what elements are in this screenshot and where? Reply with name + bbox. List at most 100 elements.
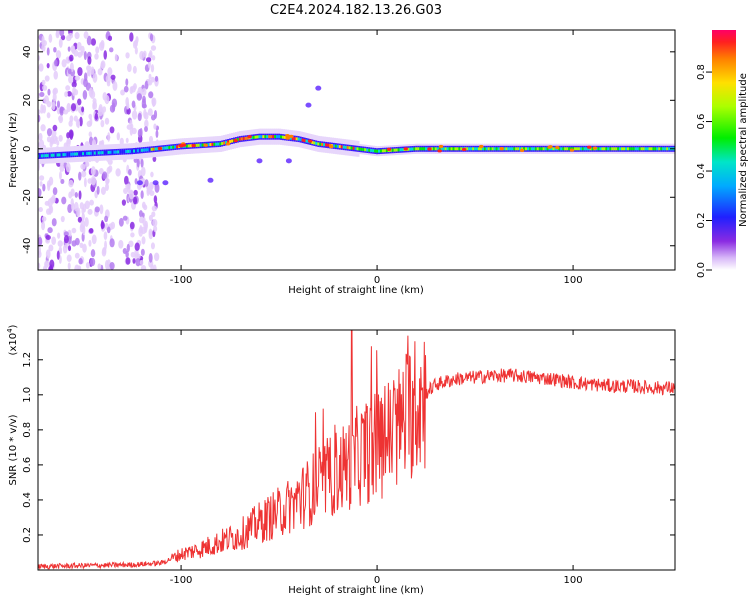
trace-core	[354, 147, 358, 151]
noise-dot	[95, 46, 100, 54]
trace-core	[491, 147, 495, 151]
noise-dot	[58, 38, 63, 48]
trace-core	[466, 147, 470, 151]
trace-core	[70, 152, 74, 156]
noise-dot	[154, 183, 160, 193]
trace-core	[495, 147, 499, 151]
trace-core	[109, 150, 113, 154]
trace-core	[372, 149, 376, 153]
trace-core	[238, 137, 242, 141]
noise-dot	[38, 109, 41, 115]
trace-core	[46, 154, 50, 158]
noise-dot	[38, 114, 41, 123]
noise-dot	[66, 254, 72, 263]
noise-dot	[74, 264, 80, 270]
noise-dot	[144, 111, 149, 120]
trace-core	[115, 150, 119, 154]
trace-core	[103, 151, 107, 155]
noise-dot	[74, 252, 80, 259]
noise-dot	[144, 179, 149, 187]
y-tick-label: 0.4	[22, 492, 33, 508]
noise-dot	[134, 242, 140, 251]
noise-dot	[67, 68, 72, 75]
noise-dot	[67, 46, 71, 52]
noise-dot	[150, 64, 155, 73]
trace-core	[133, 149, 137, 153]
noise-dot	[119, 137, 124, 146]
y-tick-label: 0	[22, 146, 33, 152]
trace-core	[276, 135, 280, 139]
trace-core	[485, 147, 489, 151]
noise-dot	[102, 171, 108, 180]
noise-dot	[143, 204, 148, 211]
heatmap-y-ticks: -40 -20 0 20 40	[22, 45, 675, 254]
trace-core	[358, 147, 362, 151]
trace-core	[99, 151, 103, 155]
trace-core	[658, 147, 662, 151]
heatmap-frame	[37, 29, 676, 271]
trace-hotspot	[437, 149, 442, 153]
trace-core	[474, 147, 478, 151]
trace-core	[76, 152, 80, 156]
trace-core	[519, 147, 523, 151]
noise-dot	[150, 263, 155, 270]
trace-core	[40, 154, 44, 158]
noise-dot	[38, 236, 43, 246]
trace-core	[135, 149, 138, 153]
trace-core	[370, 148, 374, 152]
noise-dot	[132, 258, 136, 264]
noise-dot	[123, 85, 129, 93]
noise-dot	[38, 245, 41, 256]
trace-core	[421, 147, 425, 151]
noise-dot	[68, 120, 73, 127]
trace-core	[323, 143, 327, 147]
trace-core	[319, 142, 323, 146]
noise-dot	[100, 219, 104, 230]
noise-dot	[97, 263, 102, 270]
noise-dot	[71, 48, 76, 55]
noise-dot	[83, 31, 89, 39]
noise-dot	[83, 78, 88, 88]
noise-dot	[103, 50, 108, 60]
trace-core	[142, 148, 146, 152]
noise-dot	[132, 196, 138, 205]
trace-core	[423, 147, 427, 151]
trace-core	[383, 149, 387, 153]
trace-core	[434, 147, 438, 151]
trace-core	[454, 147, 458, 151]
noise-dot	[140, 166, 146, 177]
noise-dot	[53, 59, 58, 67]
trace-core	[84, 152, 88, 156]
trace-core	[617, 147, 621, 151]
noise-dot	[85, 161, 90, 168]
trace-hotspot	[438, 144, 444, 149]
trace-core	[642, 147, 646, 151]
noise-dot	[125, 52, 130, 59]
noise-dot	[106, 265, 111, 270]
trace-core	[42, 154, 46, 158]
noise-dot	[74, 32, 80, 40]
trace-hotspot	[157, 146, 163, 151]
noise-dot	[53, 46, 57, 53]
noise-dot	[42, 183, 46, 192]
x-tick-label: 100	[564, 575, 583, 586]
noise-dot	[94, 53, 99, 60]
noise-dot	[87, 208, 93, 215]
snr-scale-prefix: (x10	[8, 333, 19, 356]
noise-dot	[55, 50, 62, 59]
noise-dot	[58, 246, 63, 254]
noise-dot	[118, 239, 124, 249]
noise-dot	[138, 216, 145, 224]
noise-dot	[154, 75, 159, 82]
side-blob	[162, 180, 169, 186]
trace-core	[60, 153, 64, 157]
heatmap-panel: -100 0 100 -40 -20 0 20 40 Height of straight …	[8, 29, 676, 296]
trace-hotspot	[289, 134, 294, 138]
trace-core	[332, 144, 336, 148]
noise-dot	[39, 91, 45, 98]
side-blob	[256, 158, 263, 164]
noise-dot	[91, 234, 97, 245]
trace-hotspot	[329, 145, 334, 149]
noise-dot	[90, 257, 96, 267]
noise-dot	[140, 190, 144, 199]
